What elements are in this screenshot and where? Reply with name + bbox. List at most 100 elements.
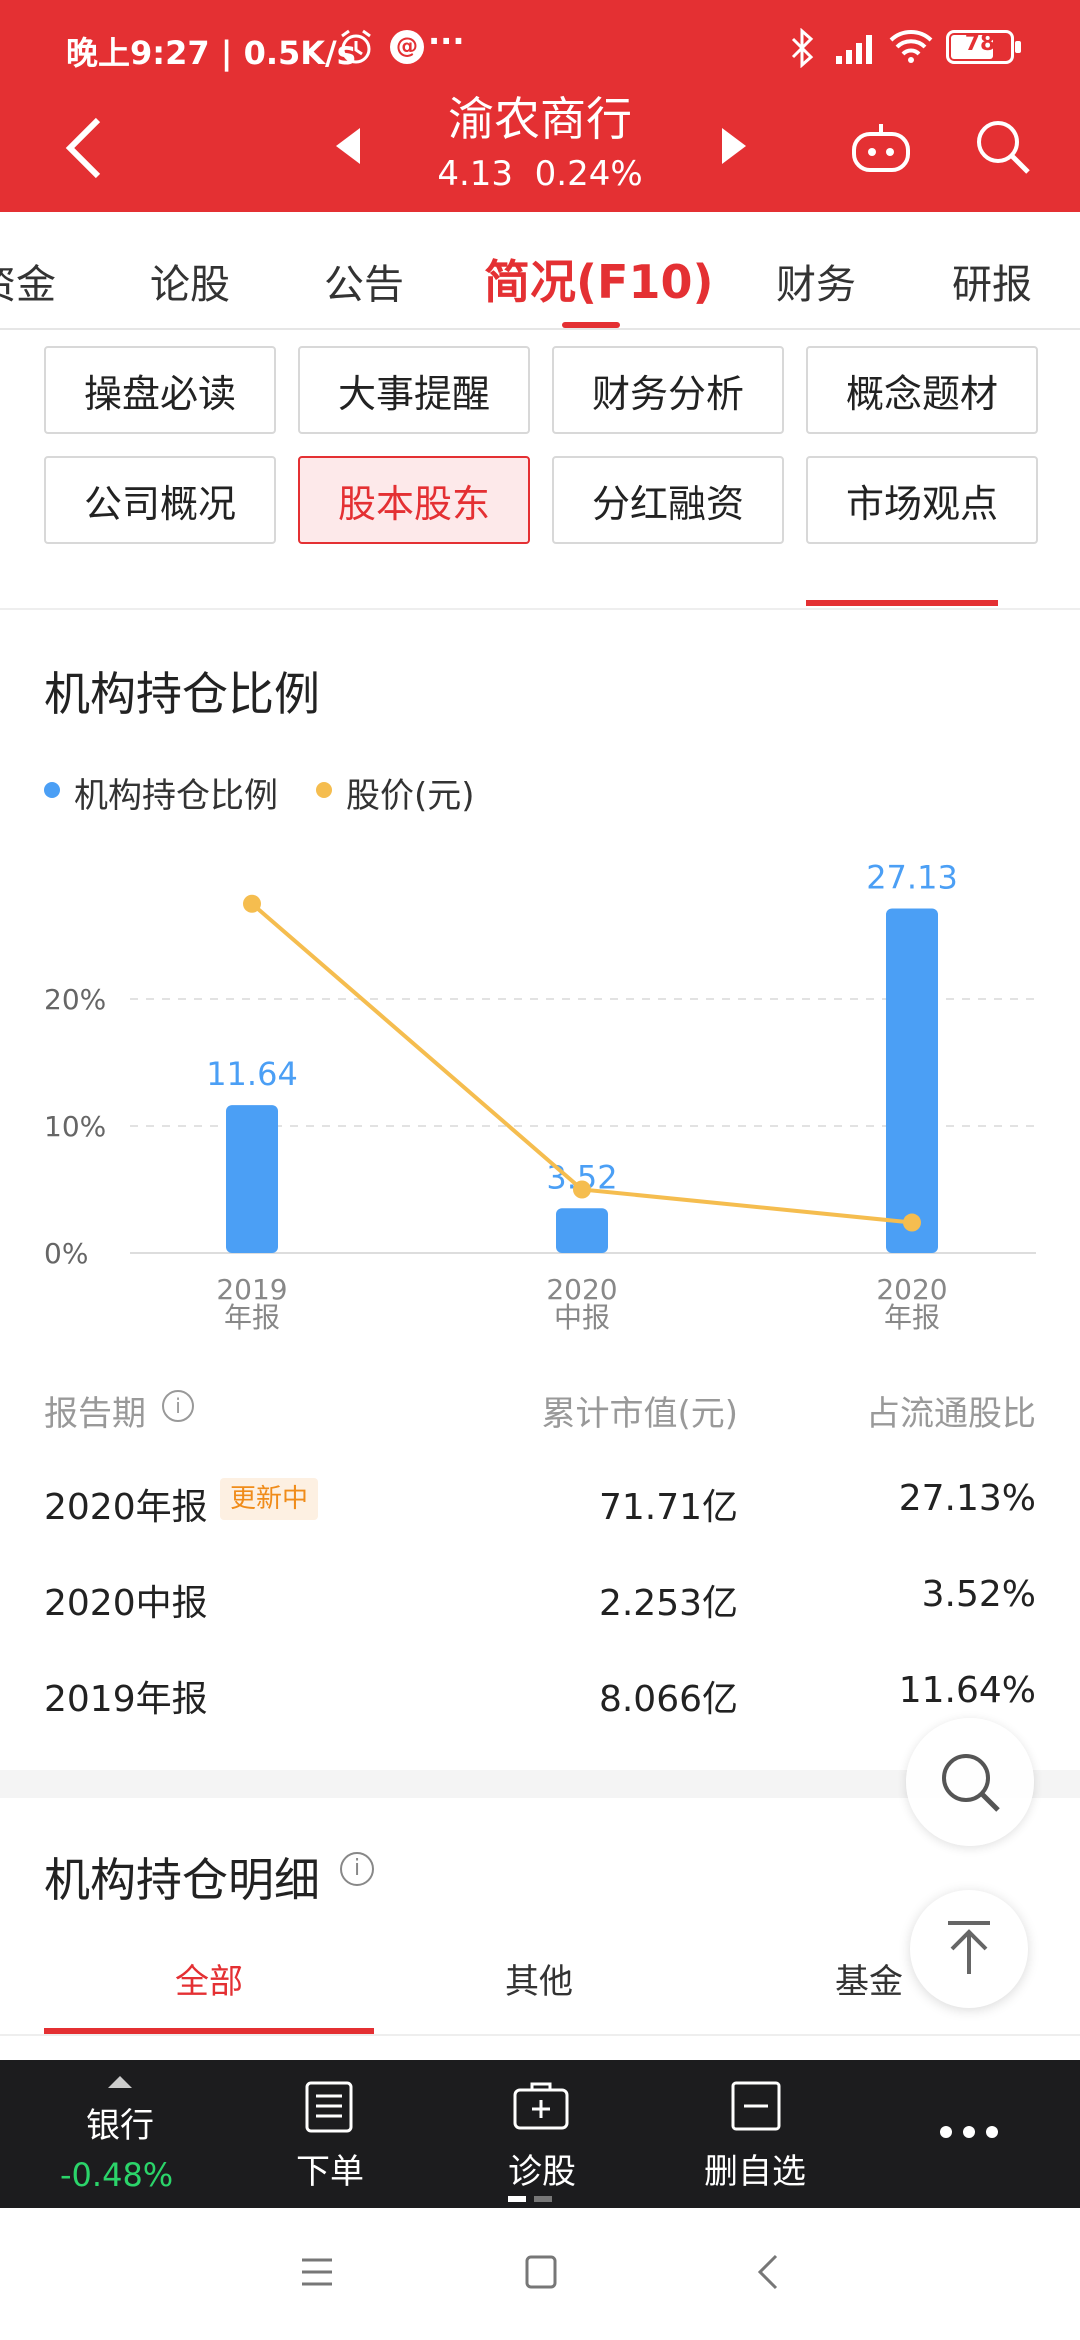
arrow-up-icon [948,1921,990,1974]
legend-label-price: 股价(元) [346,776,475,816]
subtab-shareholders[interactable]: 股本股东 [298,456,530,544]
detail-tab-fund[interactable]: 基金 [835,1962,903,2002]
subtab-scroll-indicator [806,600,998,606]
sector-change: -0.48% [60,2156,174,2194]
row-market-value: 2.253亿 [598,1583,738,1624]
battery-icon: 78 [946,30,1021,64]
alarm-icon [338,28,374,70]
more-icon[interactable] [938,2124,1000,2144]
search-icon[interactable] [974,118,1032,180]
subtab-major-events[interactable]: 大事提醒 [298,346,530,434]
row-period: 2019年报 [44,1679,208,1720]
bar [226,1105,278,1253]
diagnose-label: 诊股 [508,2152,576,2192]
x-tick-label: 2019 [216,1273,287,1306]
section-title-institution-ratio: 机构持仓比例 [44,667,320,721]
subtab-concepts[interactable]: 概念题材 [806,346,1038,434]
floating-search-button[interactable] [906,1718,1034,1846]
row-period: 2020中报 [44,1583,208,1624]
tab-announcements[interactable]: 公告 [324,262,404,308]
subtab-company-profile[interactable]: 公司概况 [44,456,276,544]
bar-data-label: 27.13 [866,858,958,896]
subtab-trading-guide[interactable]: 操盘必读 [44,346,276,434]
y-tick-label: 10% [44,1110,106,1143]
section-title-institution-detail: 机构持仓明细 [44,1853,320,1907]
x-tick-label: 年报 [884,1301,940,1334]
battery-level: 78 [964,31,996,56]
row-float-ratio: 3.52% [921,1574,1036,1615]
price-point [573,1180,591,1199]
system-back-icon[interactable] [756,2252,780,2296]
sector-name: 银行 [86,2106,154,2146]
order-button[interactable]: 下单 [270,2060,390,2208]
tab-finance[interactable]: 财务 [776,262,856,308]
subtab-dividends[interactable]: 分红融资 [552,456,784,544]
tab-research[interactable]: 研报 [952,262,1032,308]
x-tick-label: 2020 [876,1273,947,1306]
stock-change: 0.24% [534,154,643,194]
detail-tab-other[interactable]: 其他 [505,1962,573,2002]
back-icon[interactable] [64,116,104,184]
remove-watchlist-button[interactable]: 删自选 [700,2060,820,2208]
bar [886,908,938,1253]
y-tick-label: 20% [44,983,106,1016]
page-dot [534,2196,552,2202]
more-status-dots: ··· [428,22,465,60]
f10-tab-bar: 资金 论股 公告 简况(F10) 财务 研报 [0,212,1080,330]
updating-badge: 更新中 [220,1478,319,1520]
header-period: 报告期 [44,1394,146,1434]
header-float-ratio: 占流通股比 [866,1394,1036,1434]
home-icon[interactable] [524,2254,558,2294]
info-icon[interactable]: i [162,1390,194,1422]
tab-discussion[interactable]: 论股 [150,262,230,308]
diagnose-button[interactable]: 诊股 [482,2060,602,2208]
x-tick-label: 中报 [554,1301,610,1334]
tab-f10-overview[interactable]: 简况(F10) [484,255,714,309]
section-divider [0,1770,1080,1798]
system-navigation-bar [0,2208,1080,2340]
y-tick-label: 0% [44,1237,88,1270]
info-icon[interactable]: i [340,1852,374,1886]
bluetooth-icon [790,27,816,72]
menu-icon[interactable] [300,2256,334,2292]
next-stock-icon[interactable] [720,126,748,170]
subtab-market-views[interactable]: 市场观点 [806,456,1038,544]
stock-nav: 渝农商行 4.13 0.24% [0,90,1080,210]
remove-watchlist-label: 删自选 [704,2152,806,2192]
row-market-value: 8.066亿 [598,1679,738,1720]
prev-stock-icon[interactable] [334,126,362,170]
robot-assistant-icon[interactable] [850,120,912,178]
price-point [243,894,261,913]
detail-tab-all[interactable]: 全部 [175,1962,243,2002]
document-icon [305,2081,353,2133]
bar-data-label: 11.64 [206,1055,298,1093]
legend-label-ratio: 机构持仓比例 [74,776,278,816]
page-dot-active [508,2196,526,2202]
signal-icon [834,30,878,70]
stock-name: 渝农商行 [448,92,632,146]
app-header: 晚上9:27 | 0.5K/s @ ··· 78 渝农商行 [0,0,1080,212]
detail-tab-bar: 全部 其他 基金 [0,1940,1080,2036]
price-point [903,1213,921,1232]
magnifier-icon [942,1754,1000,1812]
weibo-icon: @ [390,30,424,64]
active-tab-indicator [562,322,620,328]
subtab-grid: 操盘必读 大事提醒 财务分析 概念题材 公司概况 股本股东 分红融资 市场观点 [0,330,1080,610]
subtab-financial-analysis[interactable]: 财务分析 [552,346,784,434]
back-to-top-button[interactable] [910,1890,1028,2008]
stock-title-block: 渝农商行 4.13 0.24% [390,90,690,196]
sector-quote[interactable]: 银行 -0.48% [30,2060,210,2208]
minus-square-icon [731,2081,781,2131]
order-label: 下单 [296,2152,364,2192]
stock-price: 4.13 [437,154,514,194]
medical-kit-icon [513,2082,569,2130]
x-tick-label: 年报 [224,1301,280,1334]
legend-dot-price [316,782,332,798]
row-market-value: 71.71亿 [598,1487,738,1528]
tab-funds[interactable]: 资金 [0,262,56,308]
row-float-ratio: 11.64% [898,1670,1036,1711]
x-tick-label: 2020 [546,1273,617,1306]
row-float-ratio: 27.13% [898,1478,1036,1519]
bottom-action-bar: 银行 -0.48% 下单 诊股 删自选 [0,2060,1080,2208]
status-bar: 晚上9:27 | 0.5K/s @ ··· 78 [0,0,1080,96]
